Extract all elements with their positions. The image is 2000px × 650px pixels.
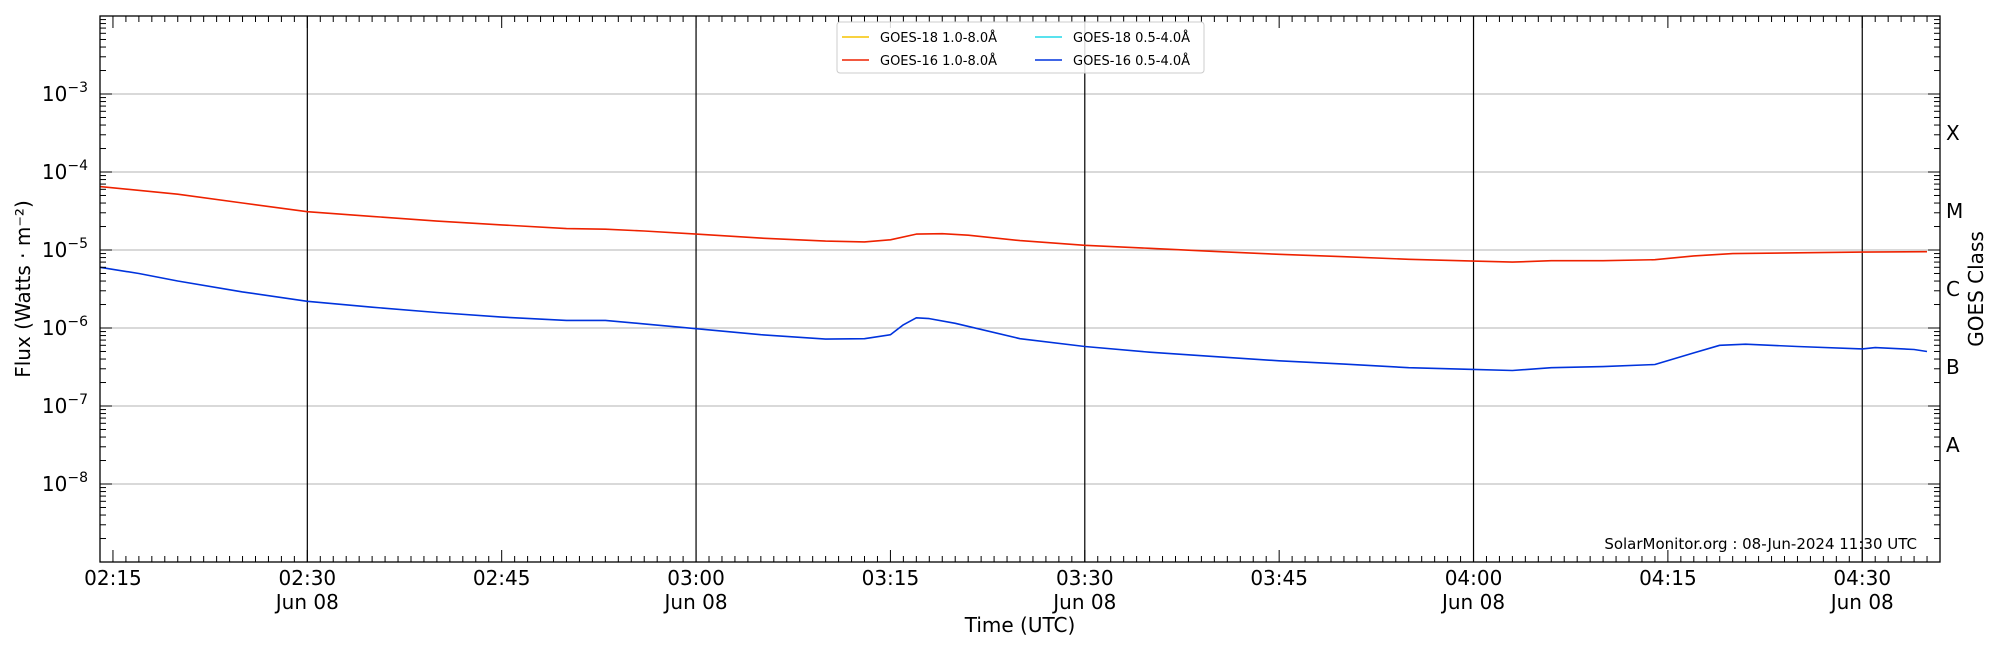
legend-label-goes18-long: GOES-18 1.0-8.0Å bbox=[880, 30, 997, 46]
series-layer bbox=[99, 185, 1928, 372]
series-line bbox=[99, 185, 1928, 263]
y-axis-label: Flux (Watts · m⁻²) bbox=[11, 200, 35, 378]
legend-label-goes16-long: GOES-16 1.0-8.0Å bbox=[880, 53, 997, 69]
y-tick-label: 10−4 bbox=[42, 158, 88, 184]
y-tick-labels: 10−8 10−7 10−6 10−5 10−4 10−3 bbox=[42, 80, 88, 496]
x-axis-label: Time (UTC) bbox=[964, 613, 1076, 637]
x-tick-label: 03:15 bbox=[862, 566, 920, 590]
x-tick-label: 02:30 bbox=[279, 566, 337, 590]
credit-text: SolarMonitor.org : 08-Jun-2024 11:30 UTC bbox=[1604, 535, 1917, 553]
grid-layer bbox=[100, 16, 1940, 562]
x-tick-label: 03:45 bbox=[1250, 566, 1308, 590]
x-tick-label: 04:15 bbox=[1639, 566, 1697, 590]
plot-frame bbox=[99, 15, 1941, 563]
y-tick-label: 10−7 bbox=[42, 392, 88, 418]
x-tick-date-label: Jun 08 bbox=[274, 590, 339, 614]
series-line bbox=[99, 266, 1928, 372]
x-tick-date-label: Jun 08 bbox=[1051, 590, 1116, 614]
x-tick-label: 03:30 bbox=[1056, 566, 1114, 590]
x-tick-date-label: Jun 08 bbox=[1829, 590, 1894, 614]
y-tick-label: 10−5 bbox=[42, 236, 88, 262]
goes-class-label: A bbox=[1946, 433, 1960, 457]
y-tick-label: 10−3 bbox=[42, 80, 88, 106]
legend-box bbox=[836, 21, 1205, 74]
x-tick-label: 03:00 bbox=[667, 566, 725, 590]
y-tick-label: 10−8 bbox=[42, 470, 88, 496]
goes-class-label: M bbox=[1946, 199, 1963, 223]
x-tick-date-label: Jun 08 bbox=[663, 590, 728, 614]
tick-layer bbox=[99, 16, 1941, 563]
goes-class-label: C bbox=[1946, 277, 1960, 301]
x-tick-date-label: Jun 08 bbox=[1440, 590, 1505, 614]
legend-label-goes16-short: GOES-16 0.5-4.0Å bbox=[1073, 53, 1190, 69]
goes-class-label: X bbox=[1946, 121, 1960, 145]
goes-class-axis-label: GOES Class bbox=[1964, 231, 1988, 347]
goes-class-label: B bbox=[1946, 355, 1960, 379]
legend: GOES-18 1.0-8.0Å GOES-18 0.5-4.0Å GOES-1… bbox=[836, 21, 1205, 74]
x-tick-label: 02:15 bbox=[84, 566, 142, 590]
x-tick-label: 04:00 bbox=[1445, 566, 1503, 590]
x-tick-label: 04:30 bbox=[1833, 566, 1891, 590]
x-tick-label: 02:45 bbox=[473, 566, 531, 590]
legend-label-goes18-short: GOES-18 0.5-4.0Å bbox=[1073, 30, 1190, 46]
goes-class-labels: A B C M X bbox=[1946, 121, 1963, 457]
y-tick-label: 10−6 bbox=[42, 314, 88, 340]
